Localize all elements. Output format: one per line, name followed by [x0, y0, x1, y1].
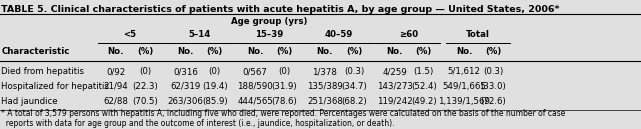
- Text: (72.6): (72.6): [481, 97, 506, 106]
- Text: 4/259: 4/259: [382, 67, 407, 76]
- Text: (0.3): (0.3): [483, 67, 504, 76]
- Text: Age group (yrs): Age group (yrs): [231, 17, 307, 26]
- Text: No.: No.: [456, 47, 472, 56]
- Text: (49.2): (49.2): [411, 97, 437, 106]
- Text: No.: No.: [317, 47, 333, 56]
- Text: 0/567: 0/567: [243, 67, 267, 76]
- Text: (31.9): (31.9): [272, 82, 297, 91]
- Text: 263/306: 263/306: [167, 97, 203, 106]
- Text: 119/242: 119/242: [377, 97, 412, 106]
- Text: 62/319: 62/319: [171, 82, 201, 91]
- Text: Hospitalized for hepatitis: Hospitalized for hepatitis: [1, 82, 109, 91]
- Text: TABLE 5. Clinical characteristics of patients with acute hepatitis A, by age gro: TABLE 5. Clinical characteristics of pat…: [1, 5, 560, 14]
- Text: * A total of 3,579 persons with hepatitis A, including five who died, were repor: * A total of 3,579 persons with hepatiti…: [1, 109, 565, 128]
- Text: (%): (%): [415, 47, 432, 56]
- Text: (%): (%): [137, 47, 153, 56]
- Text: (70.5): (70.5): [132, 97, 158, 106]
- Text: (19.4): (19.4): [202, 82, 228, 91]
- Text: (52.4): (52.4): [411, 82, 437, 91]
- Text: Had jaundice: Had jaundice: [1, 97, 58, 106]
- Text: (22.3): (22.3): [132, 82, 158, 91]
- Text: 5/1,612: 5/1,612: [447, 67, 481, 76]
- Text: ≥60: ≥60: [399, 30, 418, 39]
- Text: 62/88: 62/88: [103, 97, 128, 106]
- Text: 40–59: 40–59: [324, 30, 353, 39]
- Text: (1.5): (1.5): [413, 67, 434, 76]
- Text: 135/389: 135/389: [307, 82, 343, 91]
- Text: Total: Total: [466, 30, 490, 39]
- Text: 188/590: 188/590: [237, 82, 273, 91]
- Text: (85.9): (85.9): [202, 97, 228, 106]
- Text: (78.6): (78.6): [272, 97, 297, 106]
- Text: (0): (0): [209, 67, 221, 76]
- Text: (68.2): (68.2): [341, 97, 367, 106]
- Text: 0/92: 0/92: [106, 67, 126, 76]
- Text: (0): (0): [139, 67, 151, 76]
- Text: No.: No.: [177, 47, 194, 56]
- Text: 143/273: 143/273: [376, 82, 412, 91]
- Text: (0): (0): [278, 67, 290, 76]
- Text: 444/565: 444/565: [237, 97, 273, 106]
- Text: Died from hepatitis: Died from hepatitis: [1, 67, 84, 76]
- Text: 21/94: 21/94: [103, 82, 128, 91]
- Text: 1/378: 1/378: [312, 67, 337, 76]
- Text: (%): (%): [346, 47, 362, 56]
- Text: (%): (%): [276, 47, 292, 56]
- Text: 549/1,665: 549/1,665: [442, 82, 486, 91]
- Text: (0.3): (0.3): [344, 67, 364, 76]
- Text: Characteristic: Characteristic: [1, 47, 70, 56]
- Text: 0/316: 0/316: [173, 67, 198, 76]
- Text: No.: No.: [108, 47, 124, 56]
- Text: 5–14: 5–14: [188, 30, 211, 39]
- Text: 1,139/1,569: 1,139/1,569: [438, 97, 490, 106]
- Text: (%): (%): [206, 47, 223, 56]
- Text: (34.7): (34.7): [341, 82, 367, 91]
- Text: 15–39: 15–39: [255, 30, 283, 39]
- Text: (33.0): (33.0): [481, 82, 506, 91]
- Text: <5: <5: [123, 30, 136, 39]
- Text: No.: No.: [387, 47, 403, 56]
- Text: 251/368: 251/368: [307, 97, 343, 106]
- Text: (%): (%): [485, 47, 501, 56]
- Text: No.: No.: [247, 47, 263, 56]
